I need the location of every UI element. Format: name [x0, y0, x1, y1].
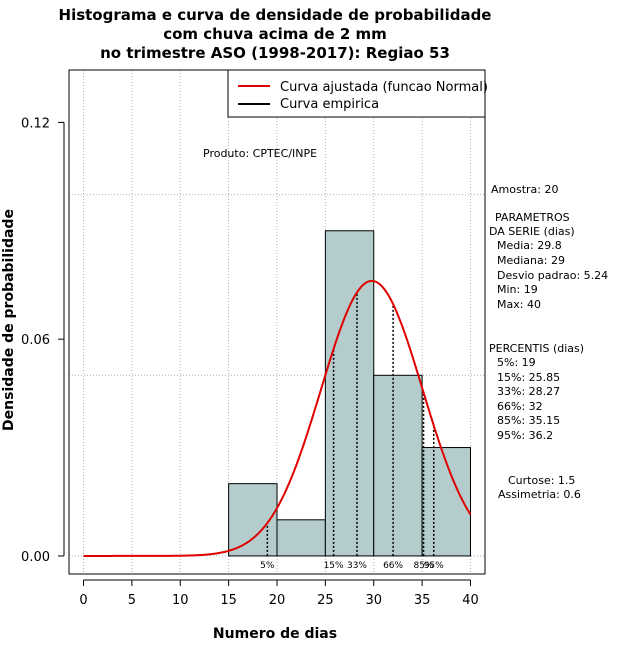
curtose-value: Curtose: 1.5	[508, 474, 575, 487]
chart-title-line-3: no trimestre ASO (1998-2017): Regiao 53	[100, 44, 450, 62]
percentile-lines: 5% 15% 33% 66% 85%95%	[260, 292, 444, 571]
percentile-label: 85%	[414, 561, 434, 571]
axes: 0 5 10 15 20 25 30 35 40 0.00 0.06 0.12	[21, 116, 479, 608]
chart-title-line-2: com chuva acima de 2 mm	[163, 25, 387, 43]
param-item: Mediana: 29	[497, 254, 565, 267]
percentil-item: 95%: 36.2	[497, 429, 553, 442]
params-heading-2: DA SERIE (dias)	[489, 225, 575, 238]
x-tick-label: 30	[365, 593, 382, 608]
param-item: Min: 19	[497, 283, 538, 296]
chart-title-line-1: Histograma e curva de densidade de proba…	[59, 6, 492, 24]
x-tick-label: 0	[79, 593, 87, 608]
x-tick-label: 15	[220, 593, 237, 608]
assimetria-value: Assimetria: 0.6	[498, 488, 581, 501]
x-tick-label: 5	[128, 593, 136, 608]
params-heading-1: PARAMETROS	[495, 211, 570, 224]
legend-label-normal: Curva ajustada (funcao Normal)	[280, 80, 488, 95]
percentile-label: 95%	[424, 561, 444, 571]
percentil-item: 33%: 28.27	[497, 385, 560, 398]
normal-density-curve	[83, 279, 472, 557]
y-tick-label: 0.00	[21, 550, 50, 565]
param-item: Media: 29.8	[497, 239, 562, 252]
percentil-item: 15%: 25.85	[497, 371, 560, 384]
percentil-item: 66%: 32	[497, 400, 543, 413]
y-axis-title: Densidade de probabilidade	[1, 209, 17, 431]
curves	[83, 279, 472, 557]
histogram-bars	[228, 230, 471, 557]
percentis-heading: PERCENTIS (dias)	[489, 342, 584, 355]
percentile-label: 5%	[260, 561, 275, 571]
sample-size: Amostra: 20	[491, 183, 558, 196]
legend-label-empirical: Curva empirica	[280, 97, 379, 112]
param-item: Max: 40	[497, 298, 541, 311]
x-tick-label: 40	[462, 593, 479, 608]
x-tick-label: 25	[317, 593, 334, 608]
x-tick-label: 20	[269, 593, 286, 608]
y-tick-label: 0.06	[21, 333, 50, 348]
x-tick-label: 35	[414, 593, 431, 608]
histogram-bar	[373, 374, 423, 557]
legend: Curva ajustada (funcao Normal) Curva emp…	[227, 69, 488, 118]
histogram-bar	[276, 519, 326, 557]
percentil-item: 5%: 19	[497, 356, 536, 369]
param-item: Desvio padrao: 5.24	[497, 269, 608, 282]
x-tick-label: 10	[172, 593, 189, 608]
percentile-label: 15%	[324, 561, 344, 571]
side-panel: Amostra: 20 PARAMETROS DA SERIE (dias) M…	[489, 183, 608, 501]
producer-annotation: Produto: CPTEC/INPE	[203, 147, 317, 160]
legend-box	[227, 69, 486, 118]
percentile-label: 66%	[383, 561, 403, 571]
x-axis-title: Numero de dias	[213, 626, 337, 642]
y-tick-label: 0.12	[21, 116, 50, 131]
percentile-label: 33%	[347, 561, 367, 571]
percentil-item: 85%: 35.15	[497, 414, 560, 427]
histogram-bar	[324, 230, 375, 557]
